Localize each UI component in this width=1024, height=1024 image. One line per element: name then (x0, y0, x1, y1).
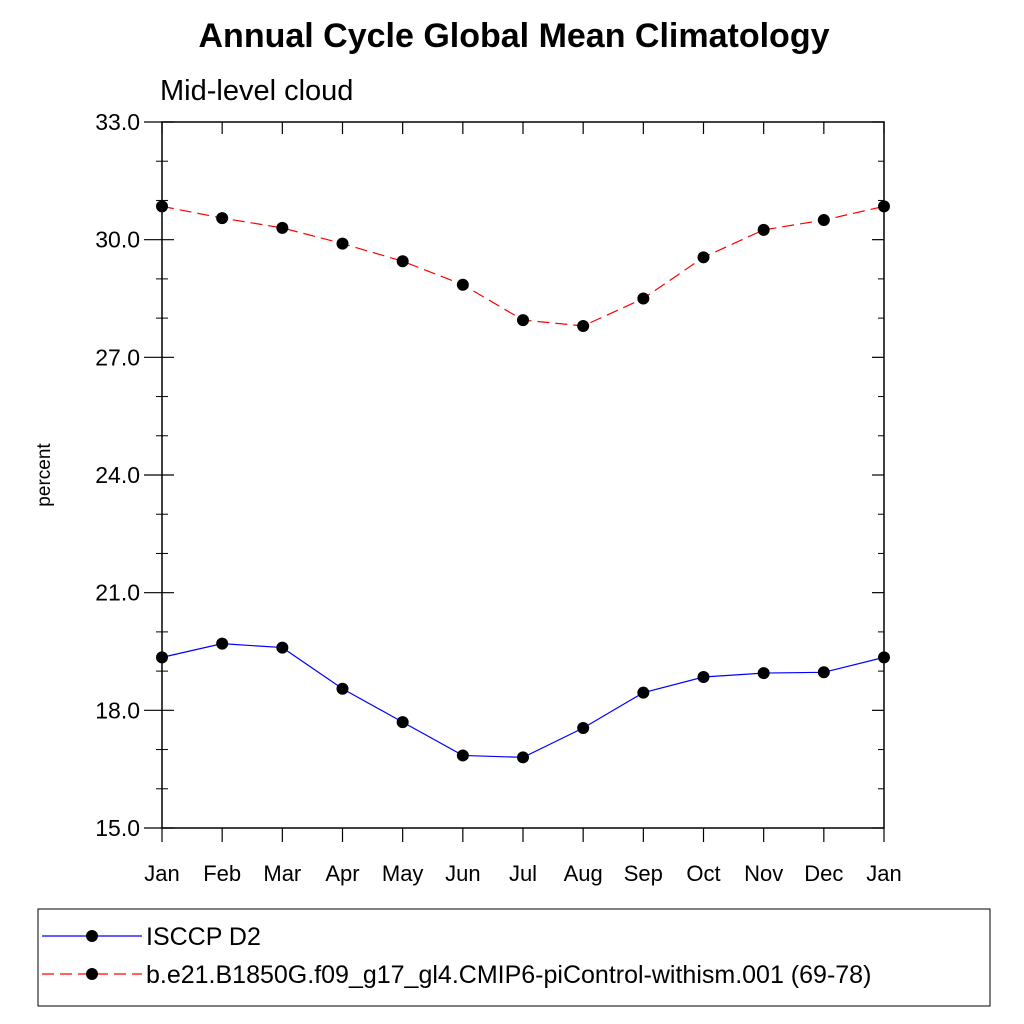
series-line (161, 643, 885, 759)
data-point (517, 314, 529, 327)
x-tick-label: Mar (263, 861, 301, 886)
legend-marker (86, 968, 98, 980)
legend-marker (86, 930, 98, 942)
data-point (577, 319, 590, 332)
data-point (456, 749, 469, 762)
data-point (817, 666, 830, 679)
data-point (637, 686, 650, 699)
series-1 (156, 200, 890, 332)
legend-item-1: b.e21.B1850G.f09_g17_gl4.CMIP6-piControl… (42, 961, 871, 989)
data-point (216, 212, 229, 225)
legend-item-0: ISCCP D2 (42, 923, 261, 951)
y-tick-label: 27.0 (95, 344, 140, 370)
legend: ISCCP D2 b.e21.B1850G.f09_g17_gl4.CMIP6-p… (37, 908, 991, 1007)
chart-subtitle: Mid-level cloud (160, 75, 353, 107)
y-tick-label: 15.0 (95, 815, 140, 841)
legend-label: b.e21.B1850G.f09_g17_gl4.CMIP6-piControl… (146, 961, 871, 989)
data-point (396, 716, 409, 729)
y-axis-label: percent (34, 443, 55, 507)
data-point (697, 670, 710, 683)
y-tick-label: 33.0 (95, 109, 140, 135)
data-point (216, 637, 229, 650)
x-tick-label: Aug (564, 861, 603, 886)
data-point (577, 721, 590, 734)
y-tick-label: 18.0 (95, 697, 140, 723)
series-line (161, 205, 885, 327)
x-tick-label: May (382, 861, 424, 886)
plot-frame (161, 121, 885, 829)
data-point (336, 237, 349, 250)
legend-label: ISCCP D2 (146, 923, 261, 951)
data-point (517, 751, 529, 764)
data-point (336, 682, 349, 695)
x-tick-label: Jan (144, 861, 179, 886)
x-tick-label: Nov (744, 861, 783, 886)
legend-box (37, 908, 991, 1007)
y-tick-label: 24.0 (95, 462, 140, 488)
data-point (276, 641, 289, 654)
tick-marks (144, 121, 885, 842)
data-point (757, 223, 770, 236)
y-tick-label: 21.0 (95, 580, 140, 606)
series-layer (156, 200, 890, 764)
y-tick-label: 30.0 (95, 227, 140, 253)
x-tick-label: Jan (866, 861, 901, 886)
data-point (697, 251, 710, 264)
x-tick-label: Jul (509, 861, 537, 886)
data-point (637, 292, 650, 305)
legend-entries: ISCCP D2 b.e21.B1850G.f09_g17_gl4.CMIP6-p… (42, 923, 871, 989)
data-point (456, 278, 469, 291)
x-tick-label: Apr (325, 861, 359, 886)
data-point (276, 221, 289, 234)
chart-title: Annual Cycle Global Mean Climatology (199, 17, 830, 55)
y-tick-labels: 15.0 18.0 21.0 24.0 27.0 30.0 33.0 (95, 109, 140, 841)
data-point (396, 255, 409, 268)
x-tick-label: Oct (686, 861, 720, 886)
x-tick-label: Dec (804, 861, 843, 886)
x-tick-label: Sep (624, 861, 663, 886)
x-tick-labels: Jan Feb Mar Apr May Jun Jul Aug Sep Oct Nov Dec Jan (144, 861, 901, 886)
data-point (757, 667, 770, 680)
data-point (817, 214, 830, 227)
series-0 (156, 637, 890, 764)
x-tick-label: Feb (203, 861, 241, 886)
x-tick-label: Jun (445, 861, 480, 886)
